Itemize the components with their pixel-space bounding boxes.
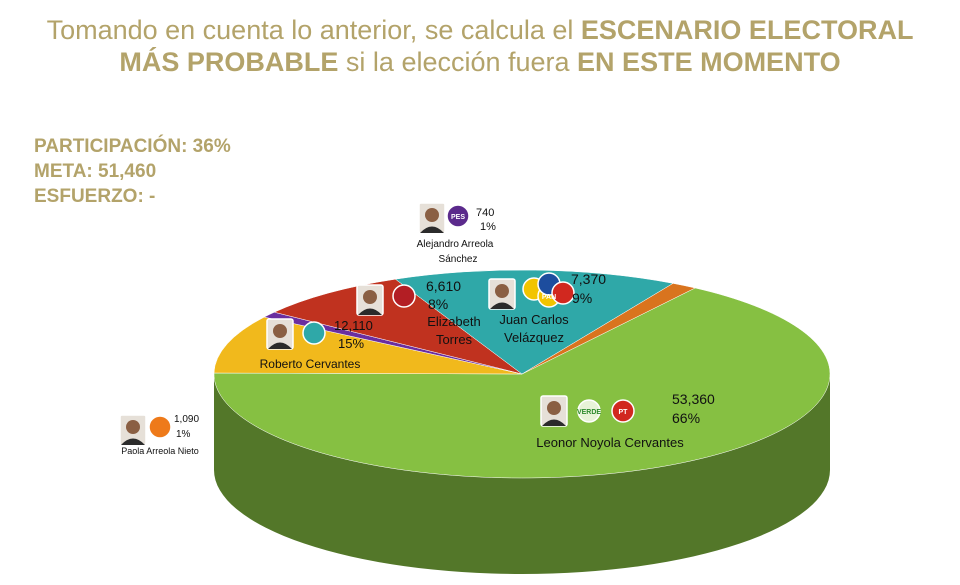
- value-label-alejandro-arreola-s-nchez: 740: [476, 207, 494, 219]
- title-line-2: MÁS PROBABLE si la elección fuera EN EST…: [0, 46, 960, 78]
- avatar-alejandro-arreola-s-nchez: [418, 202, 446, 234]
- party-logo-text: PES: [451, 214, 465, 221]
- title-line-2-bold-b: EN ESTE MOMENTO: [577, 47, 841, 77]
- label-layer: 53,360 66% Leonor Noyola Cervantes 7,370 9%J…: [119, 202, 715, 456]
- avatar-leonor-noyola-cervantes: [540, 395, 568, 427]
- percent-label-paola-arreola-nieto: 1%: [176, 429, 191, 440]
- percent-label-leonor-noyola-cervantes: 66%: [672, 410, 700, 426]
- pie-slice-roberto-cervantes: [394, 269, 674, 375]
- candidate-name-line2-elizabeth-torres: Torres: [436, 332, 473, 347]
- pie-slice-elizabeth-torres: [273, 278, 523, 375]
- pie-layer: [213, 269, 831, 574]
- value-label-juan-carlos-vel-zquez: 7,370: [571, 271, 606, 287]
- party-logo-text: PAN: [542, 294, 556, 301]
- avatar-roberto-cervantes: [266, 318, 294, 350]
- candidate-name-elizabeth-torres: Elizabeth: [427, 314, 480, 329]
- party-logo-icon: [577, 399, 601, 423]
- candidate-name-line2-alejandro-arreola-s-nchez: Sánchez: [439, 254, 478, 265]
- avatar-elizabeth-torres: [356, 284, 384, 316]
- candidate-name-juan-carlos-vel-zquez: Juan Carlos: [499, 312, 569, 327]
- title-line-2-regular: si la elección fuera: [338, 47, 578, 77]
- esfuerzo-stat: ESFUERZO: -: [34, 186, 156, 207]
- party-logo-icon: [392, 284, 416, 308]
- value-label-elizabeth-torres: 6,610: [426, 278, 461, 294]
- party-logo-text: PT: [619, 409, 629, 416]
- percent-label-alejandro-arreola-s-nchez: 1%: [480, 221, 496, 233]
- meta-stat: META: 51,460: [34, 161, 157, 182]
- pie-side-0: [214, 374, 830, 574]
- value-label-paola-arreola-nieto: 1,090: [174, 414, 199, 425]
- party-logo-icon: [446, 204, 470, 228]
- party-logo-icon: [551, 281, 575, 305]
- percent-label-juan-carlos-vel-zquez: 9%: [572, 290, 592, 306]
- pie-slice-paola-arreola-nieto: [521, 283, 696, 375]
- pie-slice-leonor-noyola-cervantes: [213, 287, 831, 479]
- title-line-1: Tomando en cuenta lo anterior, se calcul…: [0, 14, 960, 46]
- candidate-name-leonor-noyola-cervantes: Leonor Noyola Cervantes: [536, 435, 684, 450]
- title-line-2-bold-a: MÁS PROBABLE: [119, 47, 339, 77]
- percent-label-elizabeth-torres: 8%: [428, 296, 448, 312]
- party-logo-text: VERDE: [577, 409, 601, 416]
- title-line-1-bold: ESCENARIO ELECTORAL: [580, 15, 914, 45]
- party-logo-icon: [148, 415, 172, 439]
- candidate-name-paola-arreola-nieto: Paola Arreola Nieto: [121, 446, 199, 456]
- party-logo-icon: [302, 321, 326, 345]
- candidate-name-roberto-cervantes: Roberto Cervantes: [260, 357, 361, 371]
- participacion-stat: PARTICIPACIÓN: 36%: [34, 136, 231, 157]
- candidate-name-line2-juan-carlos-vel-zquez: Velázquez: [504, 330, 564, 345]
- value-label-leonor-noyola-cervantes: 53,360: [672, 391, 715, 407]
- candidate-name-alejandro-arreola-s-nchez: Alejandro Arreola: [417, 239, 494, 250]
- percent-label-roberto-cervantes: 15%: [338, 336, 364, 351]
- title-line-1-regular: Tomando en cuenta lo anterior, se calcul…: [46, 15, 581, 45]
- value-label-roberto-cervantes: 12,110: [334, 318, 373, 333]
- avatar-paola-arreola-nieto: [119, 414, 147, 446]
- party-logo-icon: [611, 399, 635, 423]
- avatar-juan-carlos-vel-zquez: [488, 278, 516, 310]
